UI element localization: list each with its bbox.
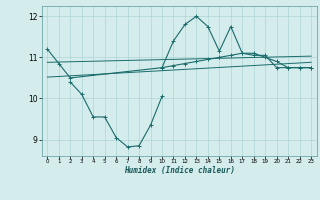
X-axis label: Humidex (Indice chaleur): Humidex (Indice chaleur) bbox=[124, 166, 235, 175]
